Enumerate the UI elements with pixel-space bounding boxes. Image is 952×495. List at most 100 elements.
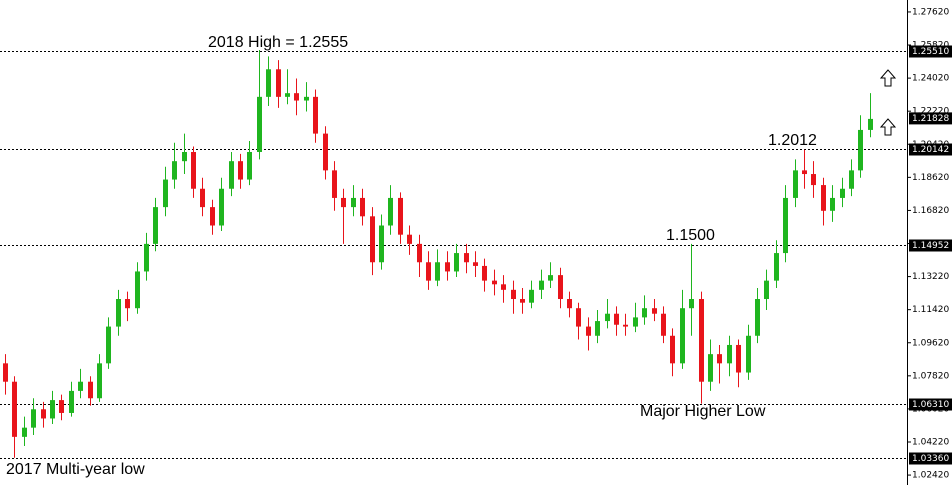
candle-body [595, 321, 600, 336]
candle-body [388, 197, 393, 226]
candle-body [473, 262, 478, 266]
candle-body [238, 161, 243, 180]
candle-body [849, 170, 854, 189]
plot-area [0, 49, 907, 459]
candle-body [97, 363, 102, 399]
candle-body [811, 174, 816, 186]
candle-body [59, 400, 64, 413]
annotation: 1.2012 [768, 132, 817, 149]
candle-body [652, 308, 657, 314]
level-label-box [909, 452, 952, 465]
candle-body [661, 313, 666, 336]
candle-body [793, 170, 798, 198]
candle-body [689, 299, 694, 309]
candle-body [586, 326, 591, 336]
candle-body [802, 170, 807, 175]
y-tick-label: 1.16820 [912, 206, 949, 216]
candle-body [144, 243, 149, 272]
y-tick-label: 1.04220 [912, 437, 949, 447]
level-label: 1.03360 [912, 454, 949, 464]
level-label: 1.20142 [912, 145, 949, 155]
candle-body [454, 253, 459, 272]
candle-body [116, 299, 121, 327]
candle-body [858, 129, 863, 171]
candle-body [379, 225, 384, 263]
candle-body [341, 197, 346, 208]
candle-body [22, 427, 27, 437]
level-label-box [909, 398, 952, 411]
candle-body [360, 197, 365, 217]
level-label-box [909, 45, 952, 58]
candle-body [69, 390, 74, 413]
y-tick-label: 1.24020 [912, 74, 949, 84]
candle-body [332, 170, 337, 198]
up-arrow [879, 69, 897, 87]
candle-body [783, 197, 788, 254]
candle-body [294, 93, 299, 101]
candle-body [3, 363, 8, 382]
candle-body [370, 216, 375, 263]
candle-body [78, 381, 83, 391]
candle-body [699, 299, 704, 382]
candle-body [172, 161, 177, 180]
candle-body [717, 354, 722, 364]
candle-body [774, 253, 779, 281]
candle-body [736, 344, 741, 373]
candle-body [153, 207, 158, 244]
candle-body [247, 151, 252, 180]
annotation: Major Higher Low [640, 403, 766, 420]
candle-body [539, 280, 544, 290]
level-label: 1.06310 [912, 400, 949, 410]
annotation: 2017 Multi-year low [6, 461, 145, 478]
candle-body [31, 409, 36, 428]
candle-body [276, 69, 281, 97]
candle-body [200, 188, 205, 208]
candle-body [464, 253, 469, 263]
candle-body [755, 299, 760, 336]
candle-body [407, 234, 412, 244]
candle-body [163, 179, 168, 208]
y-tick-label: 1.11420 [912, 305, 949, 315]
candle-body [266, 69, 271, 97]
candle-body [219, 188, 224, 226]
y-tick-label: 1.22220 [912, 107, 949, 117]
candle-body [764, 280, 769, 300]
candle-body [670, 335, 675, 364]
candle-body [868, 118, 873, 130]
candle-body [830, 197, 835, 211]
candle-body [88, 381, 93, 399]
candle-body [398, 197, 403, 235]
candle-body [821, 185, 826, 211]
candle-body [840, 188, 845, 198]
candle-body [576, 308, 581, 327]
candle-body [435, 262, 440, 281]
y-tick-label: 1.13220 [912, 272, 949, 282]
candle-body [12, 381, 17, 437]
candle-body [605, 313, 610, 322]
candle-body [680, 308, 685, 364]
candle-body [482, 265, 487, 281]
candle-body [50, 400, 55, 419]
candle-body [623, 324, 628, 327]
candle-body [501, 284, 506, 290]
candle-body [558, 275, 563, 300]
candle-body [417, 243, 422, 263]
y-tick-label: 1.07820 [912, 371, 949, 381]
candle-body [191, 151, 196, 189]
annotation: 1.1500 [666, 227, 715, 244]
y-tick-label: 1.18620 [912, 173, 949, 183]
candle-body [313, 96, 318, 134]
level-label: 1.25510 [912, 47, 949, 57]
candle-body [708, 354, 713, 382]
y-tick-label: 1.02420 [912, 471, 949, 481]
candle-body [210, 207, 215, 226]
candle-body [125, 299, 130, 309]
candle-body [135, 271, 140, 309]
current-price-label: 1.21828 [912, 114, 949, 124]
y-tick-label: 1.09620 [912, 338, 949, 348]
candle-body [323, 133, 328, 171]
up-arrow [879, 118, 897, 136]
annotation: 2018 High = 1.2555 [208, 34, 348, 51]
candle-body [285, 93, 290, 97]
